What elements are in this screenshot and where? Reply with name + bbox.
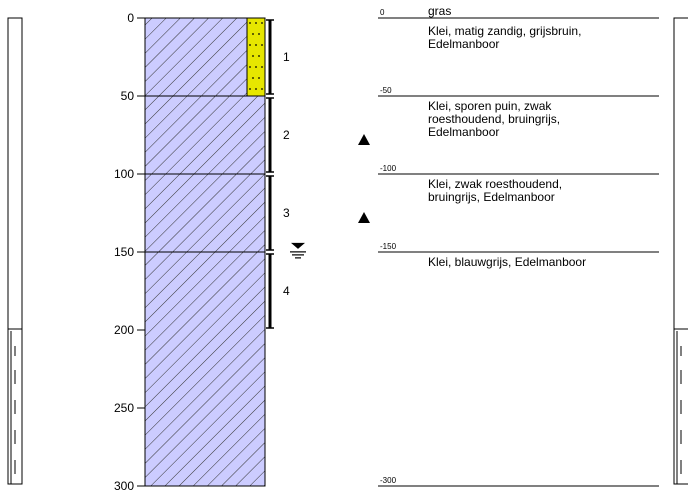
depth-tick-label: 150 bbox=[114, 245, 134, 259]
layer-description-line: Edelmanboor bbox=[428, 37, 499, 51]
layer-description-line: Klei, matig zandig, grijsbruin, bbox=[428, 24, 581, 38]
triangle-marker-icon bbox=[358, 134, 370, 145]
layer-description-line: bruingrijs, Edelmanboor bbox=[428, 190, 555, 204]
sample-label: 3 bbox=[283, 206, 290, 220]
sand-dot bbox=[261, 88, 263, 90]
sand-dot bbox=[249, 44, 251, 46]
surface-label: gras bbox=[428, 4, 451, 18]
sand-dot bbox=[252, 33, 254, 35]
end-depth-label: -300 bbox=[380, 476, 397, 485]
sand-dot bbox=[255, 88, 257, 90]
sample-intervals: 1 2 3 4 bbox=[266, 19, 290, 329]
layer-description-line: roesthoudend, bruingrijs, bbox=[428, 112, 560, 126]
depth-marker-label: -150 bbox=[380, 242, 397, 251]
depth-tick-label: 50 bbox=[121, 89, 135, 103]
depth-marker-label: -100 bbox=[380, 164, 397, 173]
right-casing-column bbox=[673, 17, 688, 485]
sand-dot bbox=[255, 44, 257, 46]
layer-description-line: Edelmanboor bbox=[428, 125, 499, 139]
depth-tick-label: 0 bbox=[127, 11, 134, 25]
depth-marker-label: -50 bbox=[380, 86, 392, 95]
depth-marker-label: 0 bbox=[380, 8, 385, 17]
layer-description-line: Klei, blauwgrijs, Edelmanboor bbox=[428, 255, 586, 269]
sand-dot bbox=[252, 55, 254, 57]
sample-label: 2 bbox=[283, 128, 290, 142]
layer-description-line: Klei, zwak roesthoudend, bbox=[428, 177, 562, 191]
depth-tick-label: 250 bbox=[114, 401, 134, 415]
sand-dot bbox=[252, 77, 254, 79]
sample-label: 1 bbox=[283, 50, 290, 64]
depth-tick-label: 200 bbox=[114, 323, 134, 337]
depth-axis: 0 50 100 150 200 250 300 bbox=[114, 11, 145, 492]
left-casing-column bbox=[7, 17, 23, 485]
groundwater-level-icon bbox=[290, 242, 306, 259]
sand-dot bbox=[261, 44, 263, 46]
sand-dot bbox=[255, 66, 257, 68]
sand-dot bbox=[249, 22, 251, 24]
depth-tick-label: 100 bbox=[114, 167, 134, 181]
sand-dot bbox=[255, 22, 257, 24]
sand-dot bbox=[249, 66, 251, 68]
sample-label: 4 bbox=[283, 284, 290, 298]
triangle-marker-icon bbox=[358, 212, 370, 223]
markers bbox=[290, 134, 370, 259]
sand-dot bbox=[258, 33, 260, 35]
column-outline bbox=[144, 17, 266, 487]
sand-interval bbox=[246, 17, 266, 97]
sand-dot bbox=[258, 55, 260, 57]
depth-tick-label: 300 bbox=[114, 479, 134, 492]
soil-column bbox=[144, 17, 266, 487]
sand-dot bbox=[261, 66, 263, 68]
sand-dot bbox=[249, 88, 251, 90]
sand-dot bbox=[261, 22, 263, 24]
sand-dot bbox=[258, 77, 260, 79]
layer-description-line: Klei, sporen puin, zwak bbox=[428, 99, 552, 113]
